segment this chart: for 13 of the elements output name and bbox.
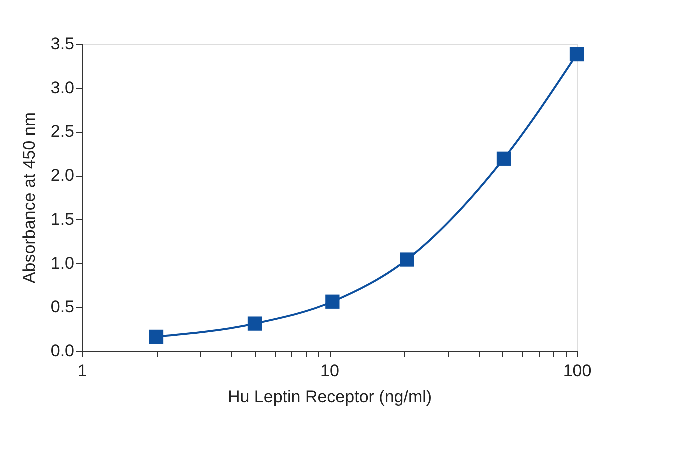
x-tick-label: 100 [563, 362, 592, 380]
x-axis-title: Hu Leptin Receptor (ng/ml) [228, 388, 432, 406]
y-tick-label: 3.0 [50, 78, 74, 98]
y-tick-label: 0.5 [50, 298, 74, 317]
y-tick-label: 1.5 [50, 210, 74, 229]
y-tick-label: 3.5 [50, 34, 74, 54]
y-axis-title: Absorbance at 450 nm [20, 112, 39, 284]
x-tick-label: 10 [320, 362, 340, 380]
y-tick-label: 2.0 [50, 166, 74, 186]
x-tick-label: 1 [78, 362, 88, 380]
y-tick-label: 0.0 [50, 342, 74, 360]
y-tick-label: 2.5 [50, 122, 74, 142]
y-tick-label: 1.0 [50, 254, 74, 273]
